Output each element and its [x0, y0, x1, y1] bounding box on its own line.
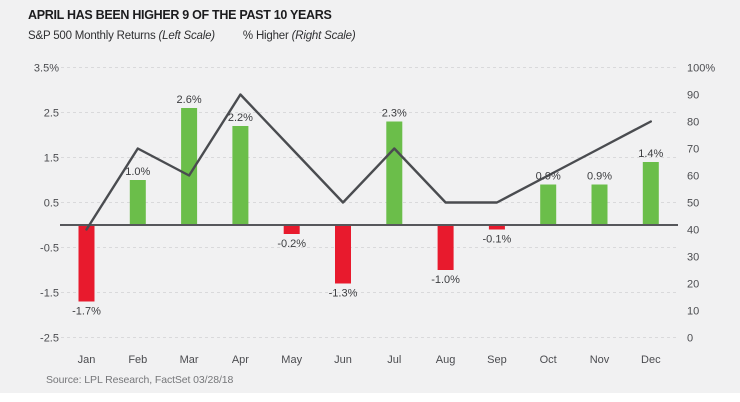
left-axis-ticks: 3.5% 2.5 1.5 0.5 -0.5 -1.5 -2.5: [34, 63, 59, 345]
month-label: Nov: [590, 354, 610, 366]
bar-value-label: 0.9%: [587, 171, 612, 183]
month-label: Sep: [487, 354, 507, 366]
month-label: Dec: [641, 354, 661, 366]
bar-data-labels: -1.7% 1.0% 2.6% 2.2% -0.2% -1.3% 2.3% -1.0% -0.1…: [72, 94, 663, 318]
month-label: Jan: [78, 354, 96, 366]
right-tick-label: 100%: [687, 63, 715, 75]
bar-value-label: -1.7%: [72, 306, 101, 318]
right-tick-label: 0: [687, 333, 693, 345]
bar-value-label: 1.4%: [638, 148, 663, 160]
left-tick-label: 2.5: [44, 108, 59, 120]
chart-panel: [0, 0, 740, 393]
left-tick-label: -2.5: [40, 333, 59, 345]
month-label: Jun: [334, 354, 352, 366]
bar-series: [78, 108, 659, 302]
source-text: Source: LPL Research, FactSet 03/28/18: [46, 374, 234, 386]
bar-value-label: -1.3%: [329, 288, 358, 300]
gridlines: [61, 67, 678, 338]
bar: [181, 108, 198, 225]
bar: [232, 126, 249, 225]
bar: [335, 225, 351, 284]
right-tick-label: 20: [687, 279, 699, 291]
right-axis-ticks: 100% 90 80 70 60 50 40 30 20 10 0: [687, 63, 715, 345]
right-tick-label: 80: [687, 117, 699, 129]
bar-value-label: -0.2%: [277, 238, 306, 250]
right-tick-label: 10: [687, 306, 699, 318]
bar: [642, 162, 659, 225]
left-tick-label: 3.5%: [34, 63, 59, 75]
right-tick-label: 70: [687, 144, 699, 156]
legend-left-note: (Left Scale): [158, 30, 216, 42]
pct-higher-line: [85, 93, 652, 231]
month-axis-labels: Jan Feb Mar Apr May Jun Jul Aug Sep Oct Nov Dec: [78, 354, 661, 366]
bar: [437, 225, 454, 270]
legend-right-note: (Right Scale): [291, 30, 356, 42]
bar-value-label: -0.1%: [483, 234, 512, 246]
left-tick-label: -1.5: [40, 288, 59, 300]
bar-value-label: 1.0%: [125, 166, 150, 178]
bar: [540, 184, 557, 225]
line-series: [85, 93, 652, 231]
legend-left-label: S&P 500 Monthly Returns: [28, 30, 156, 42]
bar: [488, 225, 505, 230]
month-label: Feb: [128, 354, 147, 366]
month-label: Mar: [180, 354, 199, 366]
right-tick-label: 90: [687, 90, 699, 102]
legend-right-label: % Higher: [242, 30, 289, 42]
bar-value-label: 2.3%: [382, 108, 407, 120]
bar-value-label: 2.6%: [177, 94, 202, 106]
left-tick-label: 0.5: [44, 198, 59, 210]
left-tick-label: 1.5: [44, 153, 59, 165]
right-tick-label: 50: [687, 198, 699, 210]
bar: [78, 225, 95, 302]
bar: [591, 184, 608, 225]
month-label: Aug: [436, 354, 456, 366]
left-tick-label: -0.5: [40, 243, 59, 255]
right-tick-label: 60: [687, 171, 699, 183]
month-label: Oct: [540, 354, 557, 366]
month-label: Apr: [232, 354, 249, 366]
month-label: May: [281, 354, 302, 366]
legend: S&P 500 Monthly Returns (Left Scale) % Hi…: [28, 30, 356, 42]
bar-value-label: 2.2%: [228, 112, 253, 124]
month-label: Jul: [387, 354, 401, 366]
bar: [386, 121, 403, 225]
right-tick-label: 30: [687, 252, 699, 264]
bar-value-label: -1.0%: [431, 274, 460, 286]
right-tick-label: 40: [687, 225, 699, 237]
bar-value-label: 0.9%: [536, 171, 561, 183]
chart-title: APRIL HAS BEEN HIGHER 9 OF THE PAST 10 Y…: [28, 8, 332, 22]
bar: [283, 225, 300, 234]
bar: [129, 180, 146, 225]
